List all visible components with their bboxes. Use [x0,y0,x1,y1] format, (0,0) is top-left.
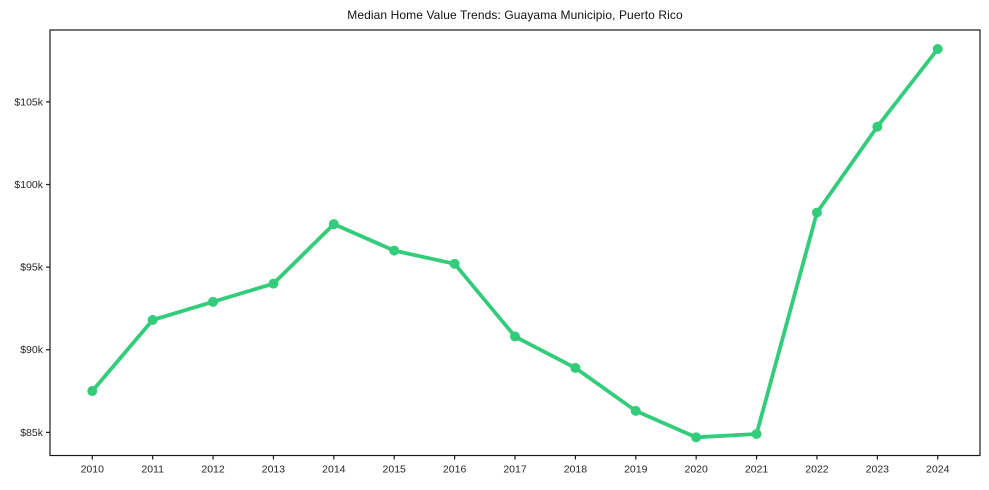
x-axis-tick-label: 2020 [684,464,708,476]
y-axis-tick-label: $100k [14,179,43,191]
x-axis-tick-label: 2015 [383,464,407,476]
data-point [811,207,822,218]
data-point [268,278,279,289]
x-axis-tick-label: 2017 [503,464,527,476]
x-axis-tick-label: 2016 [443,464,467,476]
x-axis-tick-label: 2022 [805,464,829,476]
data-point [510,331,520,342]
y-axis-tick-label: $105k [14,96,43,108]
x-axis-tick-label: 2012 [201,464,225,476]
data-point [691,432,702,443]
data-point [389,245,400,256]
chart-title: Median Home Value Trends: Guayama Munici… [347,8,683,22]
data-point [328,219,339,230]
plot-frame [49,29,981,457]
data-point [449,258,460,269]
y-axis-tick-label: $85k [20,427,44,439]
x-axis-tick-label: 2013 [262,464,286,476]
y-axis-tick-label: $95k [20,262,44,274]
data-point [87,386,98,397]
trend-line [90,47,940,440]
x-axis-tick-label: 2010 [81,464,105,476]
data-point [872,121,883,132]
data-point [751,429,762,440]
x-axis-tick-label: 2014 [322,464,346,476]
x-axis-tick-label: 2018 [564,464,588,476]
x-axis-tick-label: 2011 [141,464,164,476]
data-point [630,405,641,416]
data-point [208,296,219,307]
x-axis-tick-label: 2019 [624,464,648,476]
data-point [932,44,943,55]
y-axis-tick-label: $90k [20,344,44,356]
data-point [570,362,581,373]
x-axis-tick-label: 2021 [745,464,769,476]
x-axis-tick-label: 2024 [926,464,950,476]
data-point [147,315,158,326]
x-axis-tick-label: 2023 [866,464,890,476]
